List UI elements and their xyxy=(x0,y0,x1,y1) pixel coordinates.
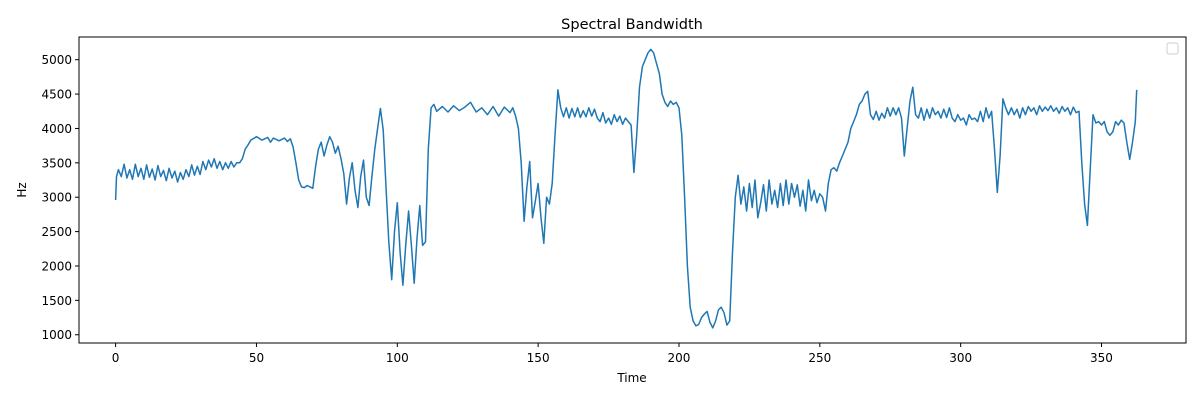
x-axis: 0 50 100 150 200 250 300 350 xyxy=(112,343,1113,365)
y-tick-label: 4000 xyxy=(41,122,72,136)
y-tick-label: 3000 xyxy=(41,191,72,205)
legend-box xyxy=(1166,42,1179,55)
y-tick-label: 4500 xyxy=(41,88,72,102)
y-tick-label: 5000 xyxy=(41,53,72,67)
x-tick-label: 100 xyxy=(386,351,409,365)
x-tick-label: 350 xyxy=(1090,351,1113,365)
x-tick-label: 300 xyxy=(949,351,972,365)
series-layer xyxy=(114,48,1138,329)
y-tick-label: 3500 xyxy=(41,156,72,170)
chart-title: Spectral Bandwidth xyxy=(561,17,703,33)
plot-area xyxy=(79,37,1186,343)
x-tick-label: 150 xyxy=(527,351,550,365)
y-tick-label: 1000 xyxy=(41,328,72,342)
y-axis: 1000 1500 2000 2500 3000 3500 4000 4500 5000 xyxy=(41,53,79,342)
y-tick-label: 1500 xyxy=(41,294,72,308)
x-tick-label: 250 xyxy=(808,351,831,365)
y-tick-label: 2500 xyxy=(41,225,72,239)
x-axis-label: Time xyxy=(616,371,646,385)
x-tick-label: 50 xyxy=(249,351,264,365)
x-tick-label: 0 xyxy=(112,351,120,365)
x-tick-label: 200 xyxy=(668,351,691,365)
series-line-0 xyxy=(114,48,1138,329)
y-axis-label: Hz xyxy=(15,182,29,197)
plot-frame xyxy=(78,36,1187,344)
y-tick-label: 2000 xyxy=(41,259,72,273)
